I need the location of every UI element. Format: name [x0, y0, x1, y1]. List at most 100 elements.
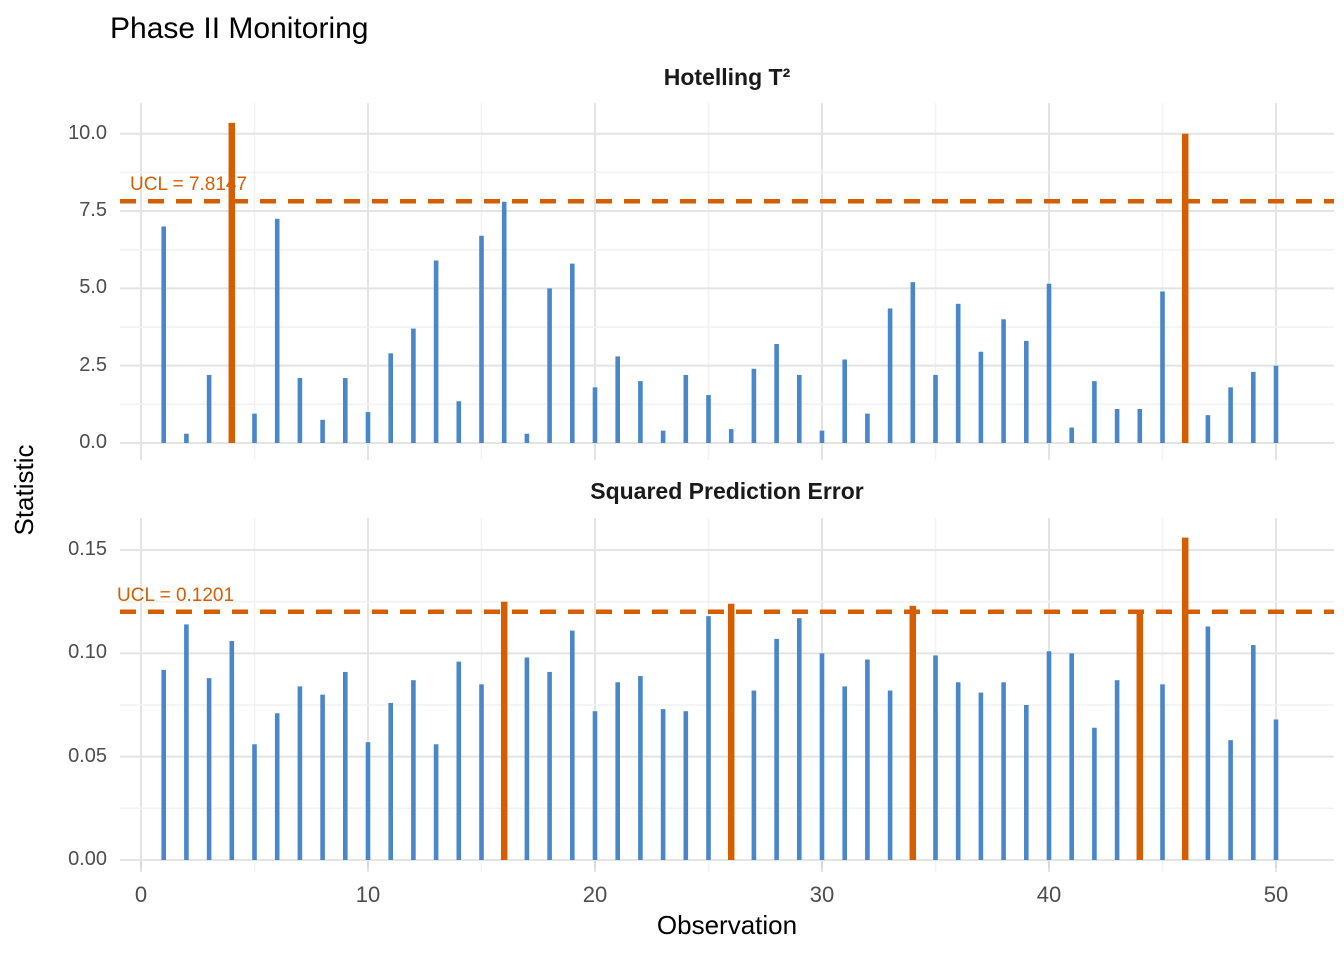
- bar: [615, 356, 620, 443]
- bar: [388, 702, 393, 860]
- bar: [320, 694, 325, 860]
- bar: [343, 378, 348, 443]
- bar: [910, 282, 916, 443]
- gridlines: [120, 103, 1334, 460]
- ucl-annotation-t2: UCL = 7.8147: [130, 174, 248, 195]
- bar: [819, 653, 825, 860]
- bar: [479, 235, 484, 443]
- bar: [547, 288, 552, 443]
- bar: [887, 308, 893, 443]
- bar: [456, 661, 462, 860]
- bar: [706, 395, 711, 443]
- bar: [411, 328, 416, 443]
- bar: [842, 686, 847, 860]
- y-tick-label: 0.05: [68, 744, 107, 767]
- bar: [1251, 371, 1256, 443]
- bar: [774, 344, 779, 443]
- bar: [592, 387, 598, 443]
- bar: [161, 226, 166, 443]
- bar: [1273, 365, 1279, 443]
- x-tick-label: 10: [355, 882, 381, 907]
- bar: [1251, 645, 1256, 860]
- x-tick-label: 50: [1263, 882, 1289, 907]
- bar: [774, 638, 779, 860]
- bar: [252, 744, 257, 860]
- x-tick-mark: [367, 861, 369, 868]
- bar: [433, 744, 439, 860]
- bar: [274, 713, 280, 860]
- bar: [1024, 704, 1029, 860]
- x-tick-mark: [1048, 861, 1050, 868]
- bar: [206, 374, 212, 443]
- bar: [411, 680, 416, 860]
- bar: [570, 263, 575, 443]
- bar: [933, 374, 938, 443]
- bar: [1160, 684, 1165, 860]
- bar: [1228, 387, 1233, 443]
- bar: [615, 682, 620, 860]
- bar: [592, 711, 598, 860]
- bar: [297, 686, 303, 860]
- bar: [660, 430, 666, 443]
- bar: [660, 709, 666, 860]
- x-tick-label: 20: [582, 882, 608, 907]
- bar: [547, 671, 552, 860]
- bar: [297, 378, 303, 443]
- bar: [842, 359, 847, 443]
- x-tick-label: 30: [809, 882, 835, 907]
- x-axis-title: Observation: [656, 910, 798, 940]
- bar: [320, 419, 325, 443]
- bar: [1228, 740, 1233, 860]
- bar: [819, 430, 825, 443]
- bar: [365, 742, 371, 860]
- bar: [683, 374, 689, 443]
- bar-out-of-control: [1181, 133, 1189, 443]
- bar: [1001, 319, 1006, 443]
- chart-title: Phase II Monitoring: [110, 12, 369, 45]
- y-tick-label: 0.15: [68, 537, 107, 560]
- bar: [1046, 651, 1052, 860]
- bar: [1114, 408, 1120, 443]
- bar: [1273, 719, 1279, 860]
- bar: [274, 218, 280, 443]
- bar: [1205, 626, 1211, 860]
- bar: [1001, 682, 1006, 860]
- bar: [524, 657, 530, 860]
- bar: [1069, 653, 1074, 860]
- x-tick-mark: [594, 861, 596, 868]
- bar: [978, 692, 984, 860]
- bar: [388, 353, 393, 443]
- bar: [433, 260, 439, 443]
- spe-plot: [120, 518, 1334, 872]
- bar: [751, 368, 757, 443]
- bars: [161, 537, 1279, 860]
- y-tick-label: 2.5: [79, 353, 107, 376]
- x-tick-mark: [821, 861, 823, 868]
- bar: [887, 690, 893, 860]
- bar: [206, 678, 212, 860]
- bar: [638, 676, 643, 860]
- bar-out-of-control: [909, 605, 917, 860]
- y-tick-label: 0.10: [68, 641, 107, 664]
- bar: [229, 640, 235, 860]
- bar: [456, 401, 462, 443]
- panel-title-hotelling-t2: Hotelling T²: [663, 64, 791, 90]
- bar: [751, 690, 757, 860]
- bar: [570, 630, 575, 860]
- bar: [501, 201, 507, 443]
- bar-out-of-control: [500, 601, 508, 860]
- bar: [683, 711, 689, 860]
- bar: [728, 429, 734, 443]
- bar: [365, 412, 371, 443]
- bar: [343, 671, 348, 860]
- bar: [933, 655, 938, 860]
- bar-out-of-control: [1181, 537, 1189, 860]
- bar-out-of-control: [228, 122, 236, 443]
- bar: [184, 433, 189, 443]
- bar: [1092, 381, 1097, 443]
- x-tick-mark: [1275, 861, 1277, 868]
- bar: [865, 659, 870, 860]
- hotelling-t2-plot: [120, 103, 1334, 460]
- y-tick-label: 5.0: [79, 276, 107, 299]
